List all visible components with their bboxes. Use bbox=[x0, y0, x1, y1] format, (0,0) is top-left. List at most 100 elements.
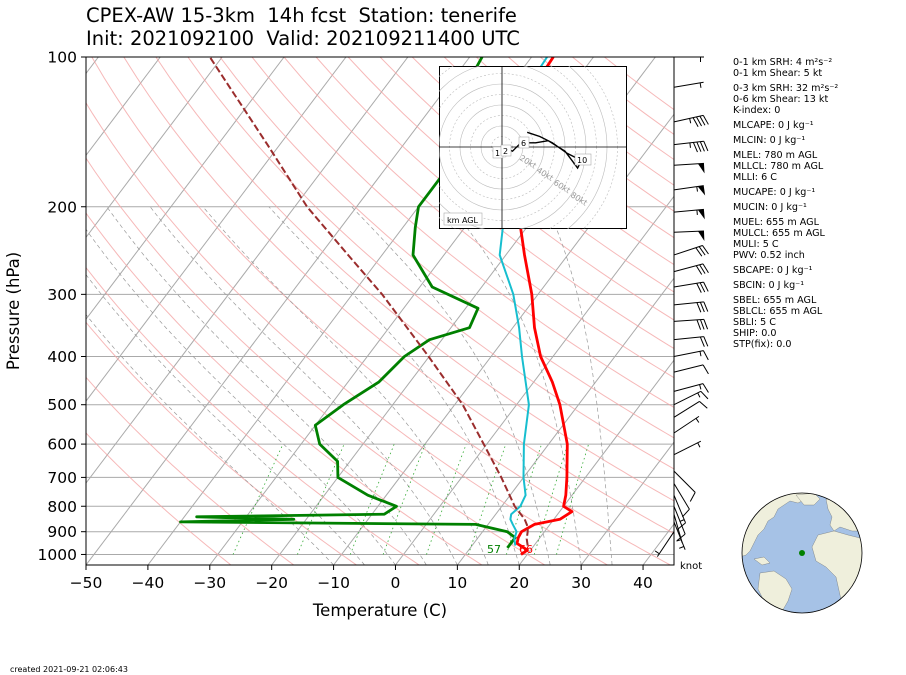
moist-adiabat-line bbox=[106, 206, 427, 565]
wind-barb bbox=[673, 470, 696, 502]
wind-barb bbox=[673, 336, 709, 347]
chart-title-line-2: Init: 2021092100 Valid: 202109211400 UTC bbox=[86, 27, 520, 50]
hodograph-legend-label: km AGL bbox=[447, 216, 479, 225]
mixing-ratio-line bbox=[533, 443, 569, 555]
stat-row: SBLCL: 655 m AGL bbox=[733, 306, 823, 317]
stat-row: MULCL: 655 m AGL bbox=[733, 228, 825, 239]
dewpoint-profile bbox=[179, 57, 517, 549]
isotherm-line bbox=[86, 57, 471, 565]
wind-barb bbox=[673, 440, 702, 456]
wind-barb bbox=[673, 301, 709, 313]
station-marker bbox=[799, 550, 805, 556]
mixing-ratio-line bbox=[382, 443, 426, 555]
wind-barb bbox=[673, 364, 709, 375]
europe-landmass bbox=[825, 498, 862, 532]
stat-row: MLLCL: 780 m AGL bbox=[733, 161, 824, 172]
y-tick-label: 400 bbox=[47, 348, 77, 366]
caribbean-landmass bbox=[753, 556, 771, 566]
isotherm-line bbox=[457, 277, 674, 565]
y-tick-label: 300 bbox=[47, 286, 77, 304]
stat-row: 0-6 km Shear: 13 kt bbox=[733, 94, 829, 105]
svg-text:10: 10 bbox=[577, 156, 587, 165]
stat-row: SBLI: 5 C bbox=[733, 317, 776, 328]
mixing-ratio-line bbox=[297, 443, 345, 555]
hodograph-height-label: 10 bbox=[574, 153, 592, 166]
wind-barb bbox=[673, 244, 709, 257]
created-timestamp: created 2021-09-21 02:06:43 bbox=[10, 665, 128, 674]
chart-title-line-1: CPEX-AW 15-3km 14h fcst Station: tenerif… bbox=[86, 4, 517, 27]
dry-adiabat-line bbox=[86, 376, 294, 565]
wind-barb bbox=[673, 114, 709, 127]
wind-barb bbox=[673, 350, 709, 361]
wind-barb bbox=[673, 390, 709, 406]
wind-barb bbox=[673, 521, 686, 550]
dry-adiabat-line bbox=[347, 57, 674, 321]
x-tick-label: 20 bbox=[509, 574, 529, 592]
stat-row: MLEL: 780 m AGL bbox=[733, 150, 818, 161]
stat-row: MUCIN: 0 J kg⁻¹ bbox=[733, 202, 807, 213]
location-globe bbox=[741, 492, 863, 614]
parcel-profile bbox=[208, 57, 529, 546]
x-tick-label: −10 bbox=[317, 574, 350, 592]
stat-row: MUCAPE: 0 J kg⁻¹ bbox=[733, 187, 816, 198]
wind-barb bbox=[673, 383, 709, 393]
y-tick-label: 600 bbox=[47, 436, 77, 454]
isotherm-line bbox=[86, 57, 161, 157]
hodograph-height-label: 6 bbox=[518, 136, 530, 149]
wind-barb bbox=[673, 483, 690, 518]
wind-barb bbox=[673, 162, 705, 174]
surface-dewpoint-label: 57 bbox=[487, 543, 501, 556]
stat-row: SBCIN: 0 J kg⁻¹ bbox=[733, 280, 805, 291]
isotherm-line bbox=[580, 441, 674, 565]
svg-text:6: 6 bbox=[521, 139, 526, 148]
wind-barb bbox=[673, 263, 709, 275]
wind-barb bbox=[673, 208, 705, 220]
stat-row: STP(fix): 0.0 bbox=[733, 339, 792, 350]
hodograph-legend: km AGL bbox=[443, 212, 483, 226]
isotherm-line bbox=[86, 57, 223, 239]
moist-adiabat-line bbox=[86, 314, 334, 565]
stat-row: SBEL: 655 m AGL bbox=[733, 295, 817, 306]
x-tick-label: −50 bbox=[70, 574, 103, 592]
hodograph-height-label: 2 bbox=[500, 144, 512, 157]
stat-row: MULI: 5 C bbox=[733, 239, 779, 250]
isotherm-line bbox=[518, 359, 674, 565]
y-tick-label: 200 bbox=[47, 198, 77, 216]
sounding-parameters: 0-1 km SRH: 4 m²s⁻² 0-1 km Shear: 5 kt 0-3… bbox=[733, 57, 838, 350]
moist-adiabat-line bbox=[268, 206, 520, 565]
dry-adiabat-line bbox=[187, 57, 674, 470]
y-tick-label: 900 bbox=[47, 523, 77, 541]
wind-barb bbox=[673, 281, 709, 293]
x-tick-label: 40 bbox=[633, 574, 653, 592]
dry-adiabat-line bbox=[86, 212, 483, 565]
wind-barb bbox=[673, 81, 704, 88]
dry-adiabat-line bbox=[86, 432, 232, 565]
y-axis-label: Pressure (hPa) bbox=[4, 252, 23, 370]
stat-row: 0-1 km SRH: 4 m²s⁻² bbox=[733, 57, 833, 68]
moist-adiabat-line bbox=[86, 228, 396, 565]
moist-adiabat-line bbox=[149, 206, 458, 565]
moist-adiabat-line bbox=[202, 206, 489, 565]
wind-barb bbox=[673, 230, 705, 241]
isotherm-line bbox=[86, 57, 347, 402]
stat-row: 0-1 km Shear: 5 kt bbox=[733, 68, 823, 79]
x-tick-label: −40 bbox=[132, 574, 165, 592]
y-tick-label: 800 bbox=[47, 498, 77, 516]
y-tick-label: 100 bbox=[47, 49, 77, 67]
dry-adiabat-line bbox=[86, 157, 546, 565]
moist-adiabat-line bbox=[449, 206, 582, 565]
stat-row: MLLI: 6 C bbox=[733, 172, 777, 183]
svg-text:2: 2 bbox=[503, 147, 508, 156]
wind-barb bbox=[673, 318, 709, 330]
y-tick-label: 700 bbox=[47, 469, 77, 487]
mixing-ratio-line bbox=[468, 443, 507, 555]
moist-adiabat-line bbox=[351, 206, 551, 565]
stat-row: PWV: 0.52 inch bbox=[733, 250, 805, 261]
dry-adiabat-line bbox=[91, 57, 671, 565]
dry-adiabat-line bbox=[155, 57, 674, 502]
dry-adiabat-line bbox=[86, 101, 608, 565]
y-tick-label: 1000 bbox=[38, 546, 77, 564]
wind-barb bbox=[674, 56, 704, 62]
dry-adiabat-line bbox=[315, 57, 674, 350]
wind-barb bbox=[654, 531, 675, 557]
